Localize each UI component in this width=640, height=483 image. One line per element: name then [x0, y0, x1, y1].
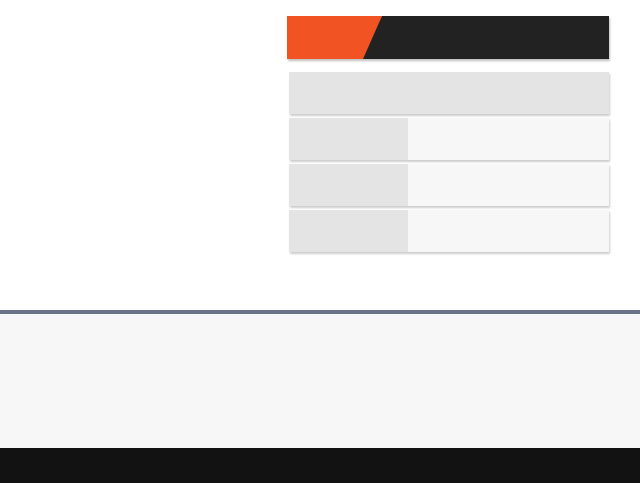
- table-row: [289, 164, 609, 206]
- row-label: [289, 118, 408, 160]
- table-row: [289, 118, 609, 160]
- info-table: [289, 72, 609, 252]
- table-row: [289, 210, 609, 252]
- section-header: [287, 16, 609, 59]
- footer-divider: [0, 310, 640, 314]
- header-title-bar: [363, 16, 609, 59]
- row-value: [408, 118, 609, 160]
- row-value: [408, 210, 609, 252]
- table-heading: [289, 72, 609, 114]
- row-label: [289, 210, 408, 252]
- header-accent-tab: [287, 16, 382, 59]
- row-label: [289, 164, 408, 206]
- footer-bottom-bar: [0, 448, 640, 483]
- row-value: [408, 164, 609, 206]
- footer-panel: [0, 314, 640, 448]
